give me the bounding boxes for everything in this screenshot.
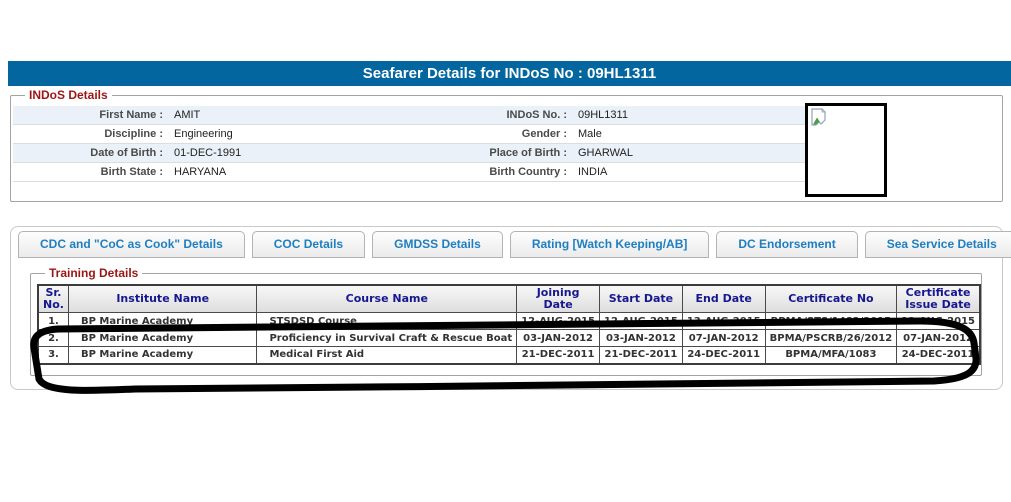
table-header-row: Sr. No. Institute Name Course Name Joini…: [37, 284, 981, 313]
place-of-birth-label: Place of Birth :: [489, 147, 567, 159]
photo-placeholder: [805, 103, 887, 197]
table-cell: 24-DEC-2011: [896, 346, 981, 364]
col-institute-name: Institute Name: [67, 284, 258, 313]
table-cell: BPMA/STS/1482/2015: [764, 312, 898, 330]
detail-row: First Name : AMIT INDoS No. : 09HL1311: [13, 106, 805, 125]
detail-row: Date of Birth : 01-DEC-1991 Place of Bir…: [13, 144, 805, 163]
page-title: Seafarer Details for INDoS No : 09HL1311: [8, 61, 1011, 86]
table-cell: 07-JAN-2012: [896, 329, 981, 347]
table-row: 3. BP Marine Academy Medical First Aid 2…: [37, 346, 981, 364]
col-sr-no: Sr. No.: [37, 284, 69, 313]
training-details-legend: Training Details: [49, 266, 139, 280]
indos-no-value: 09HL1311: [578, 109, 628, 121]
table-row: 1. BP Marine Academy STSDSD Course 12-AU…: [37, 312, 981, 330]
table-cell: BP Marine Academy: [67, 329, 258, 347]
tab-coc-details[interactable]: COC Details: [251, 231, 366, 258]
table-cell: 1.: [37, 312, 69, 330]
col-certificate-no: Certificate No: [764, 284, 898, 313]
place-of-birth-value: GHARWAL: [578, 147, 634, 159]
indos-details-rows: First Name : AMIT INDoS No. : 09HL1311 D…: [13, 106, 805, 182]
table-cell: 3.: [37, 346, 69, 364]
table-cell: 03-JAN-2012: [516, 329, 600, 347]
tab-cdc-coc-cook-details[interactable]: CDC and "CoC as Cook" Details: [18, 231, 245, 258]
first-name-value: AMIT: [174, 109, 201, 121]
birth-state-value: HARYANA: [174, 166, 227, 178]
table-cell: 07-JAN-2012: [681, 329, 766, 347]
col-course-name: Course Name: [256, 284, 518, 313]
table-cell: Proficiency in Survival Craft & Rescue B…: [256, 329, 518, 347]
table-cell: 03-JAN-2012: [599, 329, 683, 347]
col-end-date: End Date: [681, 284, 766, 313]
table-cell: 12-AUG-2015: [516, 312, 600, 330]
date-of-birth-value: 01-DEC-1991: [174, 147, 242, 159]
discipline-value: Engineering: [174, 128, 233, 140]
table-cell: BPMA/MFA/1083: [764, 346, 898, 364]
col-certificate-issue-date: Certificate Issue Date: [896, 284, 981, 313]
indos-no-label: INDoS No. :: [506, 109, 568, 121]
broken-image-icon: [811, 108, 826, 126]
birth-state-label: Birth State :: [100, 166, 163, 178]
table-cell: 12-AUG-2015: [599, 312, 683, 330]
tab-rating-watch-keeping-ab[interactable]: Rating [Watch Keeping/AB]: [509, 231, 710, 258]
training-details-fieldset: Training Details Sr. No. Institute Name …: [30, 266, 982, 376]
tab-dc-endorsement[interactable]: DC Endorsement: [716, 231, 858, 258]
table-cell: STSDSD Course: [256, 312, 518, 330]
table-cell: 24-DEC-2011: [681, 346, 766, 364]
table-cell: BP Marine Academy: [67, 346, 258, 364]
tab-sea-service-details[interactable]: Sea Service Details: [864, 231, 1011, 258]
table-cell: 21-DEC-2011: [516, 346, 600, 364]
birth-country-value: INDIA: [578, 166, 608, 178]
gender-value: Male: [578, 128, 602, 140]
tab-gmdss-details[interactable]: GMDSS Details: [372, 231, 503, 258]
detail-row: Discipline : Engineering Gender : Male: [13, 125, 805, 144]
birth-country-label: Birth Country :: [489, 166, 567, 178]
col-joining-date: Joining Date: [516, 284, 600, 313]
gender-label: Gender :: [521, 128, 567, 140]
table-cell: 2.: [37, 329, 69, 347]
tab-strip: CDC and "CoC as Cook" Details COC Detail…: [18, 231, 1011, 264]
date-of-birth-label: Date of Birth :: [90, 147, 163, 159]
first-name-label: First Name :: [99, 109, 163, 121]
col-start-date: Start Date: [599, 284, 683, 313]
detail-row: Birth State : HARYANA Birth Country : IN…: [13, 163, 805, 182]
indos-details-legend: INDoS Details: [29, 88, 108, 102]
table-row: 2. BP Marine Academy Proficiency in Surv…: [37, 329, 981, 347]
discipline-label: Discipline :: [104, 128, 163, 140]
table-cell: 13-AUG-2015: [681, 312, 766, 330]
training-details-table: Sr. No. Institute Name Course Name Joini…: [37, 284, 981, 365]
table-cell: 21-DEC-2011: [599, 346, 683, 364]
table-cell: BP Marine Academy: [67, 312, 258, 330]
table-cell: 13-AUG-2015: [896, 312, 981, 330]
table-cell: Medical First Aid: [256, 346, 518, 364]
table-cell: BPMA/PSCRB/26/2012: [764, 329, 898, 347]
